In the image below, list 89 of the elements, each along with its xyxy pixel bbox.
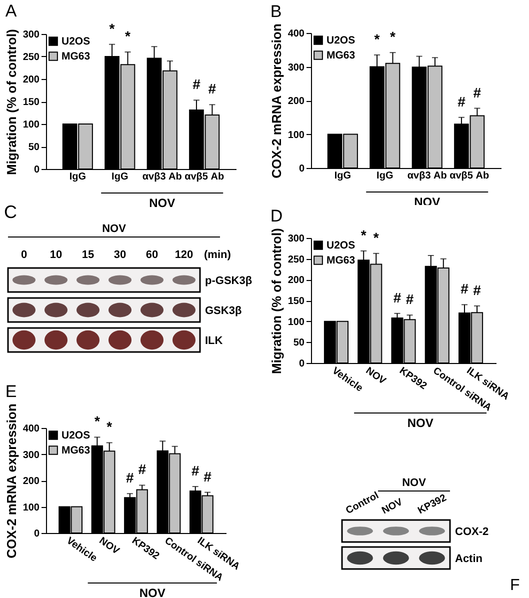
legend-label: U2OS (62, 429, 90, 442)
x-tick-label: IgG (334, 170, 352, 182)
text: F (510, 577, 520, 594)
y-tick-label: 100 (288, 130, 305, 141)
chart-title: D (270, 206, 283, 226)
y-tick-label: 150 (288, 296, 305, 307)
legend-label: MG63 (326, 254, 356, 266)
text: (min) (204, 249, 232, 261)
y-tick-label: 300 (22, 450, 40, 461)
category-label: COX-2 (455, 526, 489, 538)
y-tick-label: 100 (22, 502, 40, 514)
legend-label: MG63 (62, 50, 90, 62)
y-axis-title: COX-2 mRNA expression (4, 404, 19, 558)
data-label: # (204, 468, 212, 484)
x-tick-label: αvβ3 Ab (407, 170, 447, 182)
y-tick-label: 200 (288, 275, 305, 286)
y-tick-label: 0 (34, 164, 40, 176)
data-label: # (192, 76, 201, 92)
y-axis-title: Migration (% of control) (4, 29, 19, 175)
text: NOV (402, 477, 427, 489)
x-tick-label: αvβ3 Ab (142, 172, 182, 182)
data-label: # (406, 291, 414, 308)
y-tick-label: 200 (22, 476, 40, 487)
data-label: # (458, 93, 466, 110)
legend-label: U2OS (326, 239, 356, 252)
x-tick-label: IgG (376, 170, 394, 182)
data-label: # (138, 461, 146, 478)
y-tick-label: 300 (288, 234, 305, 244)
data-label: * (109, 20, 116, 36)
x-tick-label: NOV (364, 366, 388, 388)
data-label: * (106, 418, 113, 435)
data-label: # (460, 280, 469, 297)
data-label: # (191, 462, 200, 479)
data-label: # (473, 84, 482, 100)
x-tick-label: NOV (96, 536, 122, 558)
chart-title: B (270, 2, 282, 21)
data-label: * (94, 413, 100, 430)
data-label: * (373, 229, 380, 246)
y-tick-label: 300 (288, 62, 305, 74)
y-tick-label: 100 (288, 316, 305, 328)
y-tick-label: 150 (22, 97, 40, 108)
y-tick-label: 0 (298, 358, 305, 370)
data-label: # (208, 80, 216, 97)
category-label: Actin (455, 553, 482, 565)
y-tick-label: 0 (34, 528, 40, 540)
legend-label: MG63 (326, 49, 356, 62)
y-tick-label: 400 (288, 28, 305, 40)
y-tick-label: 200 (22, 74, 40, 86)
category-label: NOV (380, 496, 405, 517)
data-label: * (360, 226, 367, 243)
category-label: p-GSK3β (205, 275, 252, 287)
legend-label: MG63 (62, 444, 90, 456)
chart-title: A (5, 1, 18, 20)
y-tick-label: 300 (22, 30, 40, 40)
text: C (4, 202, 17, 222)
y-axis-title: Migration (% of control) (268, 228, 284, 374)
y-tick-label: 100 (22, 120, 40, 130)
category-label: ILK (205, 335, 223, 347)
category-label: 30 (114, 249, 126, 261)
category-label: 120 (174, 249, 194, 261)
chart-title: E (5, 382, 17, 401)
x-tick-label: IgG (69, 172, 86, 182)
data-label: * (374, 30, 380, 47)
y-tick-label: 50 (28, 142, 40, 153)
y-tick-label: 0 (298, 164, 305, 174)
x-axis-title: NOV (407, 416, 434, 430)
y-tick-label: 400 (22, 424, 40, 434)
category-label: GSK3β (205, 305, 242, 317)
x-tick-label: αvβ5 Ab (450, 170, 490, 182)
x-tick-label: αvβ5 Ab (184, 172, 224, 182)
data-label: * (125, 28, 132, 44)
category-label: 15 (82, 249, 94, 261)
data-label: # (393, 289, 402, 306)
data-label: * (390, 28, 396, 45)
y-tick-label: 250 (22, 52, 40, 63)
y-tick-label: 200 (288, 96, 305, 107)
category-label: 60 (146, 249, 158, 261)
data-label: # (473, 282, 482, 298)
category-label: 10 (50, 249, 62, 261)
x-tick-label: IgG (112, 172, 128, 182)
y-tick-label: 250 (288, 254, 305, 266)
data-label: # (126, 470, 134, 486)
y-tick-label: 50 (293, 338, 305, 349)
legend-label: U2OS (62, 35, 90, 48)
legend-label: U2OS (326, 34, 356, 46)
x-axis-title: NOV (149, 196, 176, 210)
y-axis-title: COX-2 mRNA expression (268, 24, 284, 178)
text: NOV (102, 223, 127, 235)
x-axis-title: NOV (139, 586, 166, 598)
